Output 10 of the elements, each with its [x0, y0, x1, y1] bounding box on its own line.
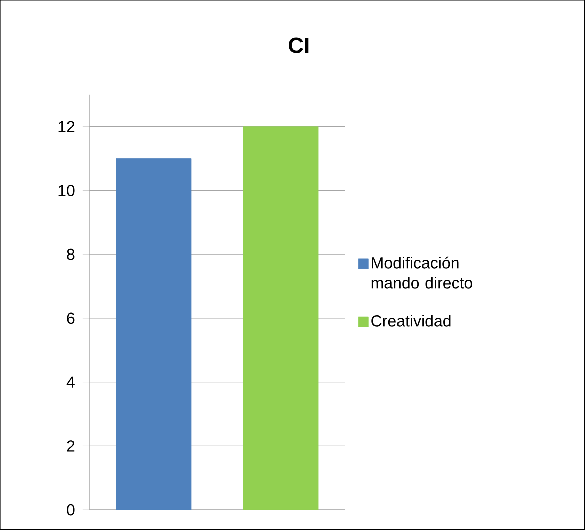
- y-tick-label: 12: [58, 121, 75, 132]
- y-tick-label: 8: [67, 248, 75, 260]
- y-tick-label: 6: [67, 312, 75, 324]
- y-tick-label: 4: [66, 376, 75, 388]
- y-tick-label: 10: [58, 185, 75, 196]
- legend-label: Creatividad: [372, 315, 451, 327]
- chart-title: CI: [289, 38, 309, 54]
- y-tick-label: 0: [67, 504, 75, 516]
- legend-label: Modificación mando directo: [372, 256, 472, 289]
- y-tick-label: 2: [67, 440, 75, 452]
